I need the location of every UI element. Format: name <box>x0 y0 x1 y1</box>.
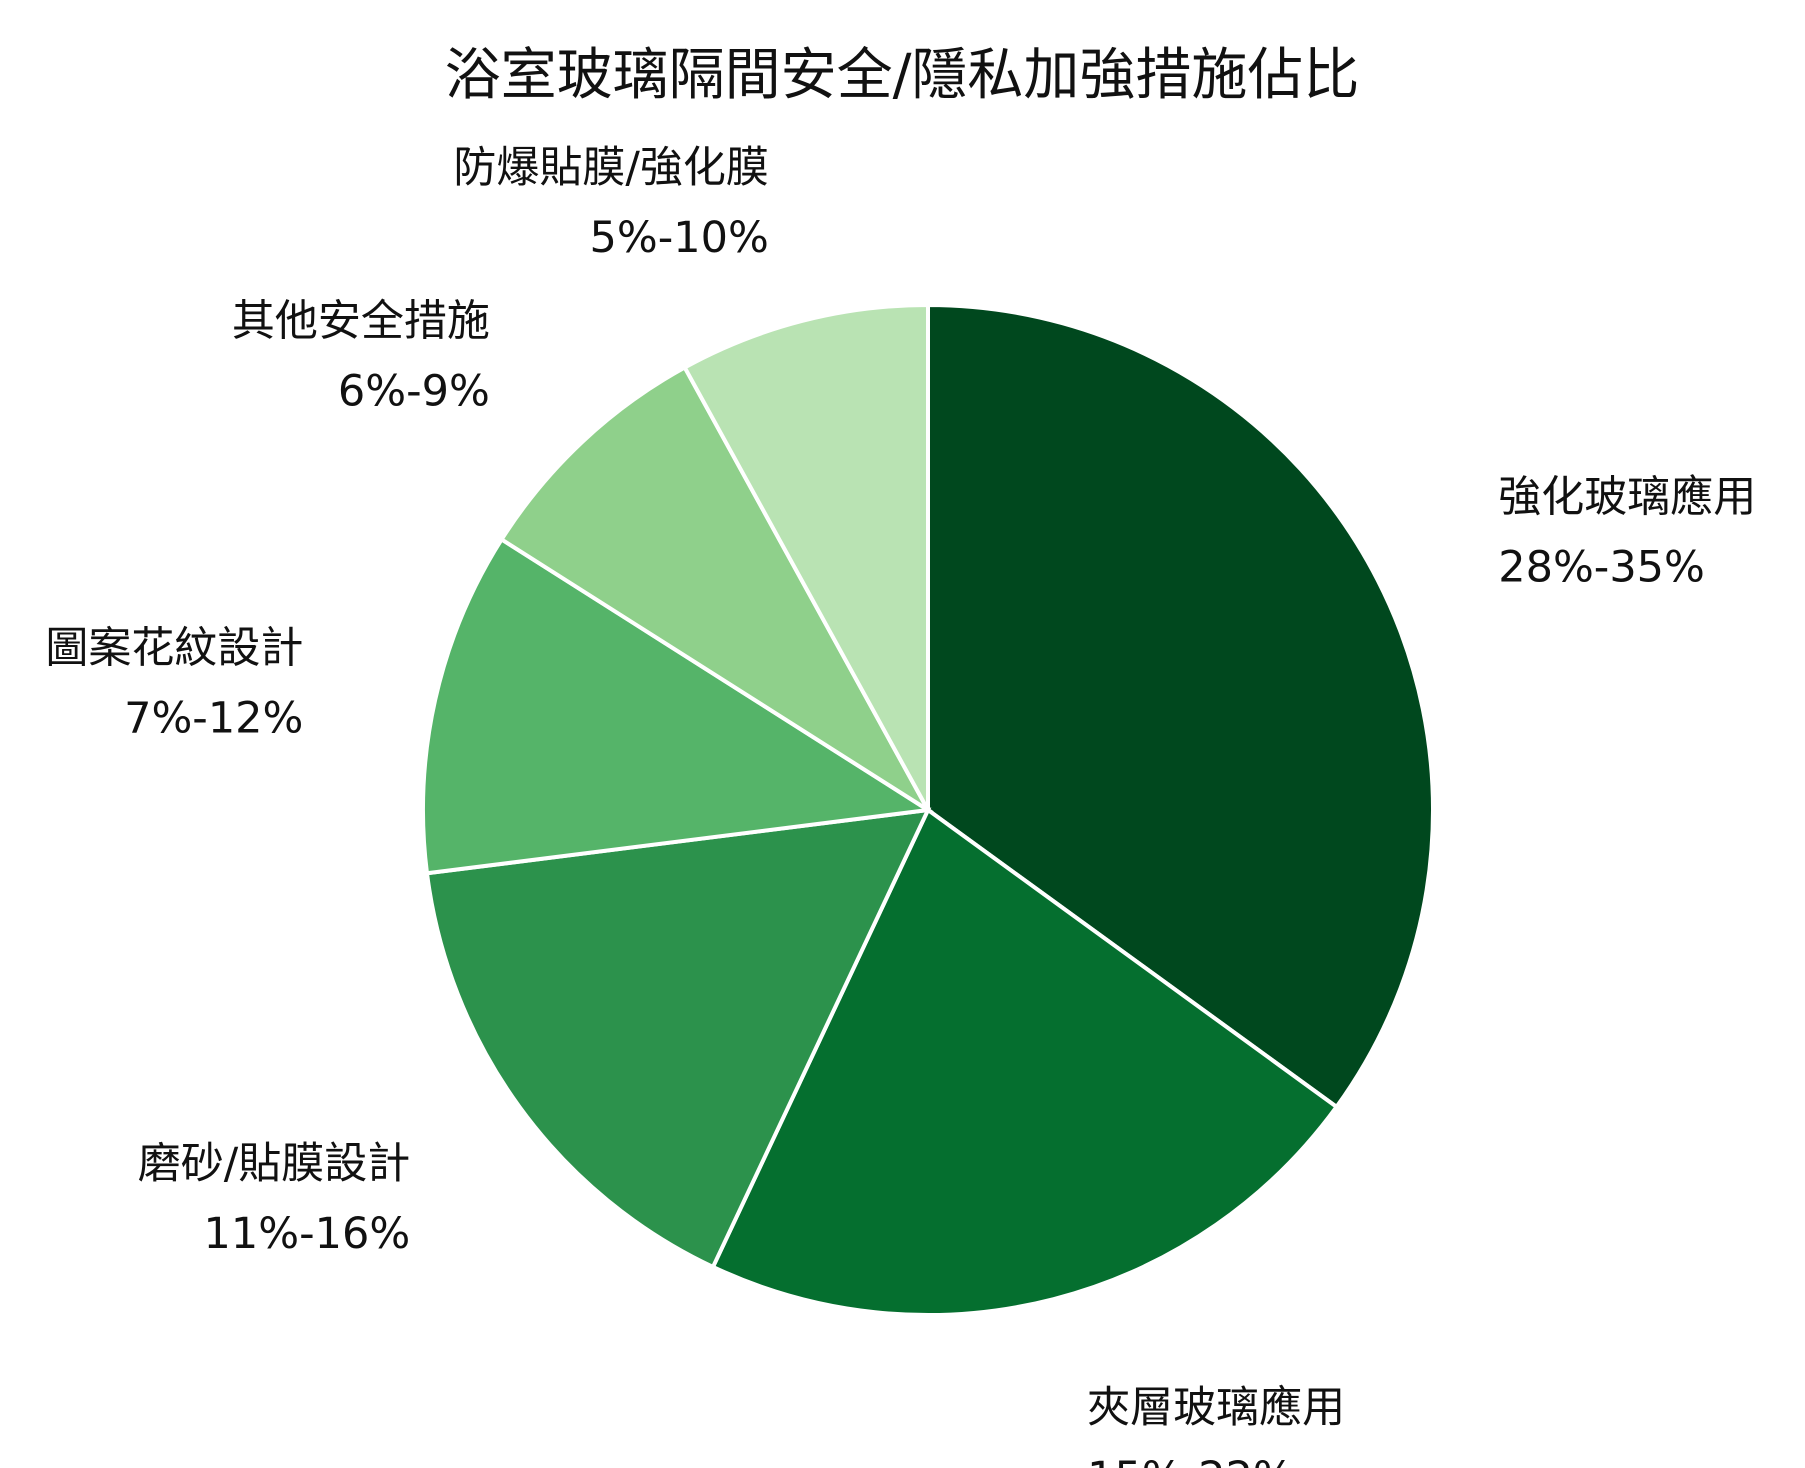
pie-slice <box>498 364 930 812</box>
slice-range-label: 7%-12% <box>124 693 303 743</box>
slice-label: 強化玻璃應用 <box>1498 472 1756 522</box>
pie-slice <box>421 536 934 876</box>
pie-slice <box>926 302 1435 1110</box>
pie-slice <box>424 807 932 1270</box>
slice-labels: 強化玻璃應用 28%-35% 夾層玻璃應用 15%-22% 磨砂/貼膜設計 11%-16%… <box>45 143 1756 1468</box>
slice-range-label: 5%-10% <box>590 213 769 263</box>
slice-label: 夾層玻璃應用 <box>1087 1383 1345 1433</box>
slice-label: 其他安全措施 <box>232 296 490 346</box>
slice-range-label: 28%-35% <box>1498 542 1705 592</box>
chart-title: 浴室玻璃隔間安全/隱私加強措施佔比 <box>445 43 1360 108</box>
slice-range-label: 6%-9% <box>338 366 490 416</box>
slice-label: 防爆貼膜/強化膜 <box>453 143 769 193</box>
pie-slices <box>421 302 1435 1317</box>
pie-slice <box>681 302 930 811</box>
slice-label: 圖案花紋設計 <box>45 623 303 673</box>
slice-label: 磨砂/貼膜設計 <box>138 1139 411 1189</box>
slice-range-label: 15%-22% <box>1087 1453 1294 1468</box>
slice-range-label: 11%-16% <box>204 1209 411 1259</box>
